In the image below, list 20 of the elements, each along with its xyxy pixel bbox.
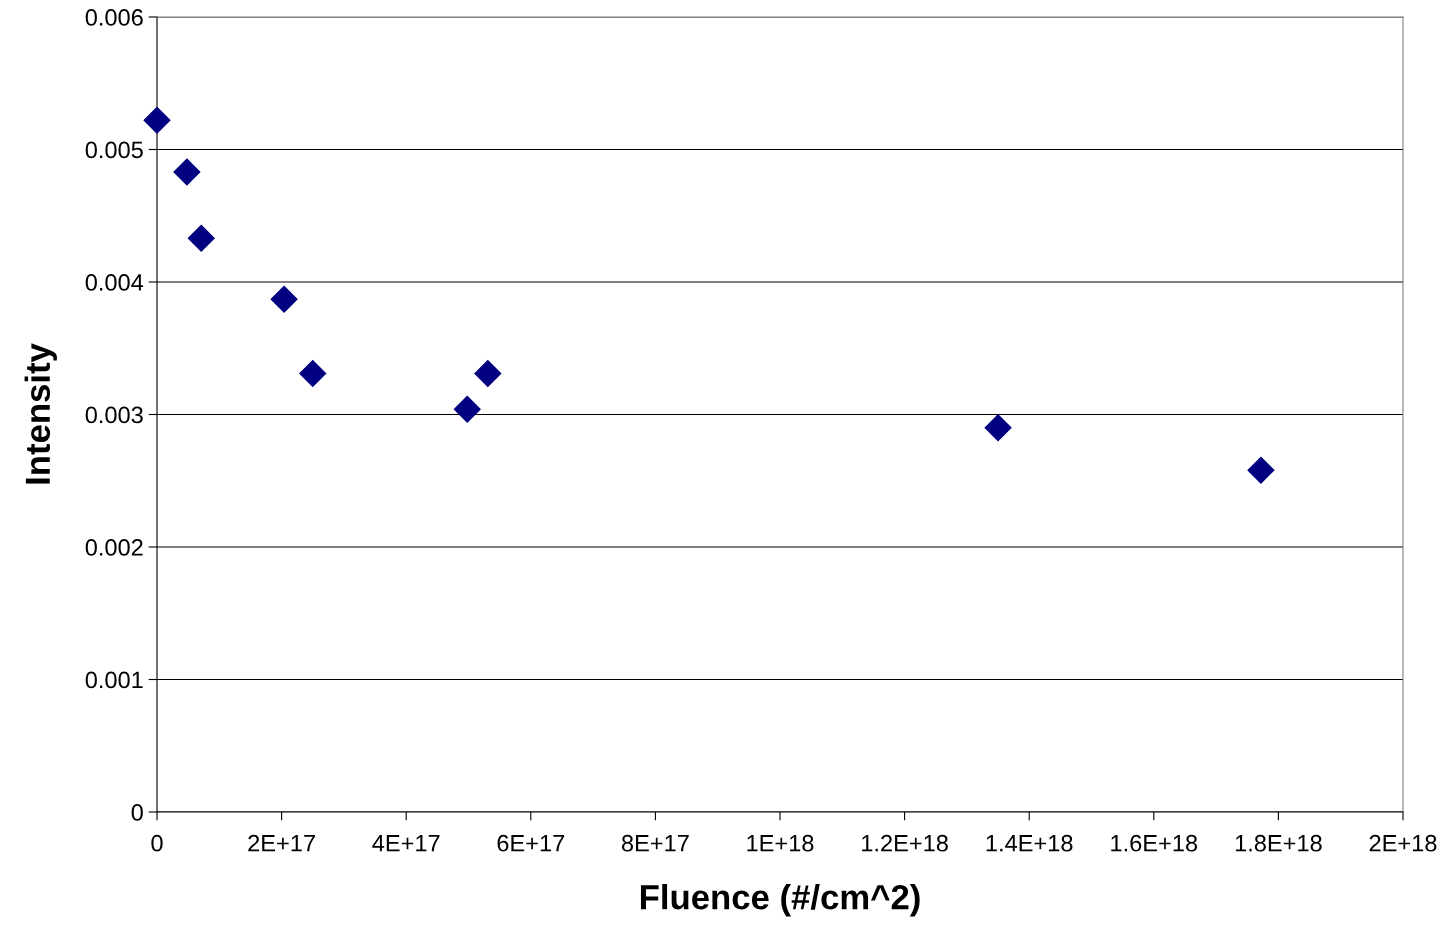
y-tick-label: 0.004 (85, 274, 144, 291)
y-tick-label: 0.005 (85, 141, 143, 159)
x-tick-label: 2E+17 (248, 834, 315, 852)
y-tick-label: 0.002 (85, 539, 143, 556)
x-tick-label: 1.4E+18 (986, 834, 1073, 852)
y-tick-label: 0.006 (85, 9, 143, 26)
x-tick-label: 1.8E+18 (1235, 834, 1322, 852)
x-tick-label: 4E+17 (372, 835, 440, 852)
y-tick-label: 0.001 (85, 671, 143, 689)
x-axis-title: Fluence (#/cm^2) (640, 884, 920, 917)
y-tick-label: 0.003 (85, 406, 143, 424)
x-tick-label: 2E+18 (1369, 834, 1437, 852)
y-axis-title: Intensity (24, 343, 57, 484)
x-tick-label: 0 (151, 834, 163, 852)
x-tick-label: 6E+17 (497, 834, 565, 852)
x-tick-label: 1E+18 (747, 834, 814, 852)
x-tick-label: 1.6E+18 (1111, 834, 1198, 852)
y-tick-label: 0 (131, 804, 143, 821)
x-tick-label: 8E+17 (621, 834, 689, 852)
x-tick-label: 1.2E+18 (862, 834, 948, 852)
